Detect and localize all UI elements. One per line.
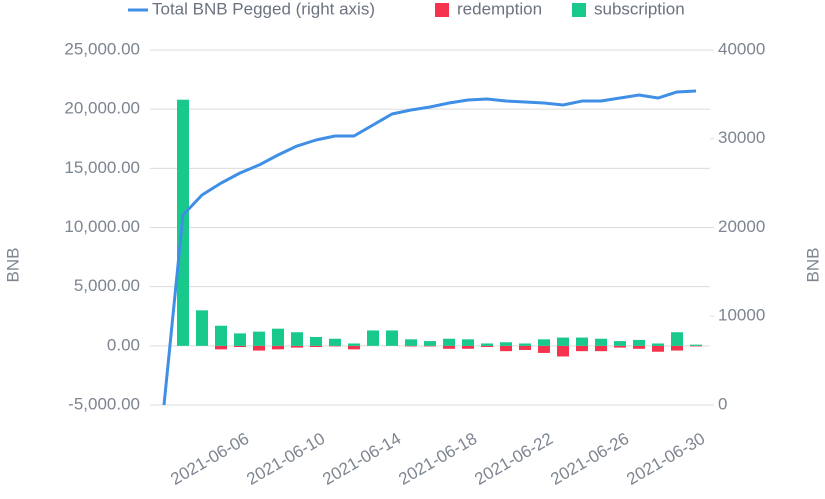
bar	[500, 345, 512, 352]
bar	[291, 332, 303, 346]
y-axis-label: BNB	[3, 248, 22, 283]
bar	[690, 345, 702, 347]
bar	[291, 345, 303, 348]
bar	[234, 345, 246, 348]
bar	[557, 345, 569, 357]
bar	[633, 339, 645, 346]
bar	[500, 342, 512, 346]
legend: Total BNB Pegged (right axis) redemption s…	[128, 0, 685, 18]
bar	[367, 330, 379, 346]
x-tick-label: 2021-06-06	[167, 429, 252, 489]
bar	[652, 345, 664, 352]
y2-tick-label: 40000	[718, 39, 765, 58]
y2-tick-label: 20000	[718, 217, 765, 236]
bar	[405, 339, 417, 346]
legend-label: subscription	[594, 0, 685, 18]
x-tick-label: 2021-06-18	[395, 429, 480, 489]
bar	[614, 341, 626, 346]
legend-swatch	[435, 3, 449, 17]
legend-swatch	[572, 3, 586, 17]
bar	[576, 337, 588, 346]
bar	[538, 339, 550, 346]
bar	[234, 333, 246, 346]
bar	[462, 339, 474, 346]
y-tick-label: 5,000.00	[74, 276, 140, 295]
bar	[443, 345, 455, 349]
bar	[538, 345, 550, 353]
bar	[196, 310, 208, 346]
legend-label: redemption	[457, 0, 542, 18]
bar	[595, 338, 607, 346]
bar	[462, 345, 474, 349]
y-tick-label: 10,000.00	[64, 217, 140, 236]
bar	[595, 345, 607, 352]
x-tick-label: 2021-06-14	[319, 429, 404, 489]
bar	[614, 345, 626, 348]
bar	[310, 345, 322, 348]
bar	[348, 345, 360, 350]
bar	[215, 345, 227, 350]
y-tick-label: -5,000.00	[68, 394, 140, 413]
bar	[690, 344, 702, 346]
bar	[481, 343, 493, 346]
y2-tick-label: 30000	[718, 128, 765, 147]
bar	[215, 325, 227, 346]
bar	[329, 345, 341, 347]
bar	[519, 345, 531, 350]
bar	[424, 345, 436, 347]
bar	[576, 345, 588, 352]
y-tick-label: 15,000.00	[64, 158, 140, 177]
x-tick-label: 2021-06-10	[243, 429, 328, 489]
y2-tick-label: 10000	[718, 306, 765, 325]
bar	[557, 337, 569, 346]
x-tick-label: 2021-06-30	[623, 429, 708, 489]
bar	[405, 345, 417, 347]
bar	[329, 338, 341, 346]
bar	[671, 345, 683, 351]
x-tick-label: 2021-06-22	[471, 429, 556, 489]
bar	[386, 330, 398, 346]
legend-label: Total BNB Pegged (right axis)	[152, 0, 375, 18]
bar	[519, 343, 531, 346]
x-tick-label: 2021-06-26	[547, 429, 632, 489]
bar	[481, 345, 493, 348]
bar	[671, 332, 683, 346]
bar	[633, 345, 645, 349]
bar	[310, 336, 322, 346]
bar	[348, 343, 360, 346]
line	[162, 89, 697, 406]
bar	[424, 341, 436, 346]
bar	[253, 331, 265, 346]
bar	[443, 338, 455, 346]
bar	[272, 345, 284, 350]
bar	[272, 328, 284, 346]
y-tick-label: 0.00	[107, 335, 140, 354]
bar	[652, 343, 664, 346]
y2-tick-label: 0	[718, 394, 727, 413]
y-tick-label: 25,000.00	[64, 39, 140, 58]
y-tick-label: 20,000.00	[64, 99, 140, 118]
bar	[253, 345, 265, 351]
y2-axis-label: BNB	[803, 248, 822, 283]
